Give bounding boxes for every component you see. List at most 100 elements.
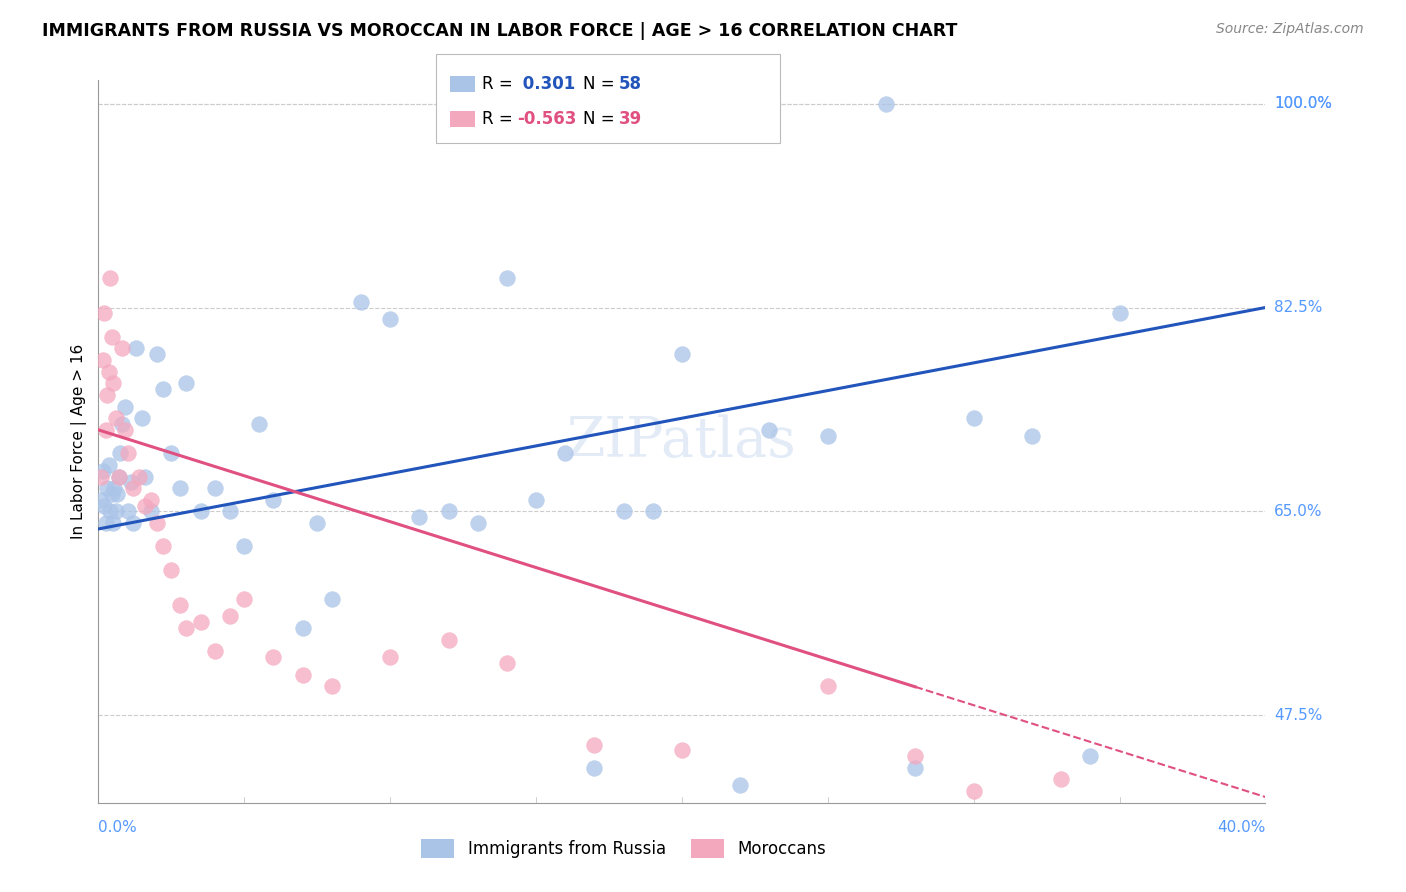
Point — [91, 353, 114, 368]
Point — [496, 656, 519, 670]
Point — [160, 446, 183, 460]
Text: 40.0%: 40.0% — [1218, 821, 1265, 835]
Point — [291, 667, 314, 681]
Text: R =: R = — [482, 75, 513, 93]
Point — [108, 469, 131, 483]
Point — [111, 341, 134, 355]
Point — [117, 446, 139, 460]
Point — [467, 516, 489, 530]
Text: 0.301: 0.301 — [517, 75, 575, 93]
Point — [122, 516, 145, 530]
Point — [120, 475, 142, 490]
Point — [875, 96, 897, 111]
Point — [190, 615, 212, 630]
Legend: Immigrants from Russia, Moroccans: Immigrants from Russia, Moroccans — [412, 830, 835, 867]
Point — [114, 423, 136, 437]
Point — [103, 481, 125, 495]
Point — [263, 650, 285, 665]
Point — [204, 481, 226, 495]
Text: ZIPatlas: ZIPatlas — [567, 414, 797, 469]
Point — [962, 784, 984, 798]
Point — [152, 540, 174, 554]
Point — [380, 312, 402, 326]
Point — [105, 487, 128, 501]
Point — [91, 464, 114, 478]
Point — [1108, 306, 1130, 320]
Point — [110, 446, 132, 460]
Text: 47.5%: 47.5% — [1274, 708, 1323, 723]
Text: 82.5%: 82.5% — [1274, 300, 1323, 315]
Point — [134, 469, 156, 483]
Point — [104, 504, 127, 518]
Point — [114, 400, 136, 414]
Point — [671, 347, 693, 361]
Point — [321, 679, 343, 693]
Point — [307, 516, 329, 530]
Point — [169, 598, 191, 612]
Point — [263, 492, 285, 507]
Point — [131, 411, 153, 425]
Point — [1021, 428, 1043, 442]
Point — [350, 294, 373, 309]
Text: 65.0%: 65.0% — [1274, 504, 1323, 519]
Point — [122, 481, 145, 495]
Text: N =: N = — [583, 110, 614, 128]
Point — [100, 329, 122, 343]
Point — [94, 423, 117, 437]
Point — [104, 411, 127, 425]
Point — [204, 644, 226, 658]
Point — [108, 469, 131, 483]
Point — [174, 376, 197, 391]
Point — [94, 516, 117, 530]
Point — [233, 591, 256, 606]
Point — [730, 778, 752, 792]
Text: 100.0%: 100.0% — [1274, 96, 1331, 112]
Point — [641, 504, 664, 518]
Point — [904, 761, 927, 775]
Point — [100, 487, 122, 501]
Text: 58: 58 — [619, 75, 641, 93]
Text: N =: N = — [583, 75, 614, 93]
Point — [1050, 772, 1073, 787]
Point — [817, 428, 839, 442]
Text: 0.0%: 0.0% — [98, 821, 138, 835]
Point — [111, 417, 134, 431]
Point — [125, 341, 148, 355]
Point — [90, 492, 112, 507]
Point — [98, 504, 121, 518]
Point — [98, 271, 121, 285]
Text: 39: 39 — [619, 110, 643, 128]
Point — [496, 271, 519, 285]
Text: Source: ZipAtlas.com: Source: ZipAtlas.com — [1216, 22, 1364, 37]
Point — [408, 510, 430, 524]
Point — [247, 417, 270, 431]
Point — [380, 650, 402, 665]
Point — [96, 481, 118, 495]
Point — [583, 738, 606, 752]
Point — [962, 411, 984, 425]
Point — [817, 679, 839, 693]
Point — [554, 446, 576, 460]
Point — [218, 504, 240, 518]
Text: IMMIGRANTS FROM RUSSIA VS MOROCCAN IN LABOR FORCE | AGE > 16 CORRELATION CHART: IMMIGRANTS FROM RUSSIA VS MOROCCAN IN LA… — [42, 22, 957, 40]
Point — [583, 761, 606, 775]
Point — [291, 621, 314, 635]
Text: -0.563: -0.563 — [517, 110, 576, 128]
Point — [613, 504, 636, 518]
Point — [97, 365, 120, 379]
Point — [169, 481, 191, 495]
Point — [321, 591, 343, 606]
Text: R =: R = — [482, 110, 513, 128]
Point — [437, 632, 460, 647]
Point — [160, 563, 183, 577]
Point — [904, 749, 927, 764]
Point — [101, 516, 124, 530]
Point — [671, 743, 693, 757]
Point — [139, 492, 162, 507]
Point — [233, 540, 256, 554]
Y-axis label: In Labor Force | Age > 16: In Labor Force | Age > 16 — [72, 344, 87, 539]
Point — [90, 469, 112, 483]
Point — [97, 458, 120, 472]
Point — [190, 504, 212, 518]
Point — [146, 516, 169, 530]
